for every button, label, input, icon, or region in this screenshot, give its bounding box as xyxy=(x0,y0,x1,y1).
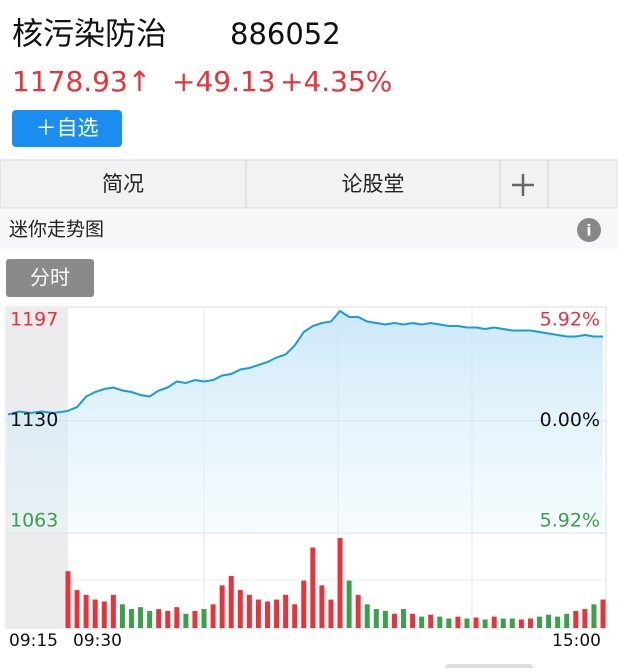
volume-bar xyxy=(537,616,543,628)
volume-bar xyxy=(473,617,479,628)
y-tick-label: 1197 xyxy=(10,309,58,331)
y-tick-label: 1063 xyxy=(10,510,58,532)
period-button-label[interactable]: 分时 xyxy=(30,266,70,290)
volume-bar xyxy=(410,613,416,628)
volume-bar xyxy=(509,618,515,628)
volume-bar xyxy=(437,616,443,628)
volume-bar xyxy=(355,594,361,628)
volume-bar xyxy=(319,585,325,628)
volume-bar xyxy=(219,585,225,628)
y-tick-label: 1130 xyxy=(10,409,58,431)
volume-bar xyxy=(573,610,579,628)
info-icon[interactable] xyxy=(577,218,601,242)
volume-bar xyxy=(373,609,379,628)
volume-bar xyxy=(346,580,352,628)
volume-bar xyxy=(382,610,388,628)
volume-bar xyxy=(128,609,134,628)
x-tick-label: 09:15 xyxy=(9,631,58,651)
volume-bar xyxy=(546,614,552,628)
volume-bar xyxy=(482,619,488,628)
change-pct: +4.35% xyxy=(280,65,392,98)
y2-tick-label: 5.92% xyxy=(540,510,600,532)
volume-bar xyxy=(401,609,407,628)
volume-bar xyxy=(110,594,116,628)
volume-bar xyxy=(364,604,370,628)
volume-bar xyxy=(228,575,234,628)
volume-bar xyxy=(246,594,252,628)
price-line xyxy=(7,309,603,416)
volume-bar xyxy=(283,594,289,628)
volume-bar xyxy=(527,618,533,628)
volume-bar xyxy=(255,599,261,628)
volume-bar xyxy=(582,609,588,628)
y2-tick-label: 0.00% xyxy=(540,409,600,431)
y2-tick-label: 5.92% xyxy=(540,309,600,331)
volume-bar xyxy=(455,616,461,628)
volume-bar xyxy=(174,607,180,628)
volume-bar xyxy=(328,599,334,628)
volume-bar xyxy=(419,616,425,628)
change: +49.13 xyxy=(172,65,276,98)
stock-code: 886052 xyxy=(230,17,341,51)
volume-bar xyxy=(310,547,316,628)
volume-bar xyxy=(101,601,107,628)
volume-bar xyxy=(183,613,189,628)
volume-bar xyxy=(65,571,71,628)
tab[interactable]: 论股堂 xyxy=(342,172,405,196)
volume-bar xyxy=(292,604,298,628)
watch-button[interactable] xyxy=(12,110,122,147)
section-bar xyxy=(0,209,618,249)
info-icon-glyph[interactable]: i xyxy=(586,222,591,240)
volume-bar xyxy=(201,609,207,628)
volume-bar xyxy=(192,610,198,628)
volume-bar xyxy=(591,604,597,628)
add-tab-icon[interactable] xyxy=(512,174,534,196)
x-tick-label: 15:00 xyxy=(552,631,601,651)
volume-bar xyxy=(156,609,162,628)
section-title: 迷你走势图 xyxy=(9,219,104,241)
volume-bar xyxy=(74,590,80,628)
volume-bar xyxy=(600,599,606,628)
volume-bar xyxy=(564,613,570,628)
watch-button-label[interactable]: ＋自选 xyxy=(36,116,99,140)
period-button[interactable] xyxy=(6,259,94,297)
volume-bar xyxy=(264,601,270,628)
volume-bar xyxy=(518,619,524,628)
volume-bar xyxy=(165,610,171,628)
volume-bar xyxy=(555,616,561,628)
volume-bar xyxy=(210,604,216,628)
volume-bar xyxy=(500,618,506,628)
price: 1178.93↑ xyxy=(12,65,151,98)
volume-bar xyxy=(446,618,452,628)
volume-bar xyxy=(92,599,98,628)
tab[interactable]: 简况 xyxy=(102,172,144,196)
volume-bar xyxy=(119,604,125,628)
volume-bar xyxy=(83,594,89,628)
volume-bar xyxy=(464,618,470,628)
volume-bar xyxy=(237,590,243,628)
stock-name: 核污染防治 xyxy=(12,17,167,53)
volume-bar xyxy=(491,616,497,628)
volume-bar xyxy=(391,613,397,628)
x-tick-label: 09:30 xyxy=(73,631,122,651)
bottom-tab-edge xyxy=(445,664,533,672)
volume-bar xyxy=(147,610,153,628)
line-area xyxy=(8,311,603,533)
volume-bar xyxy=(138,607,144,628)
volume-bar xyxy=(301,580,307,628)
volume-bar xyxy=(337,538,343,628)
volume-bar xyxy=(428,614,434,628)
volume-bar xyxy=(274,599,280,628)
